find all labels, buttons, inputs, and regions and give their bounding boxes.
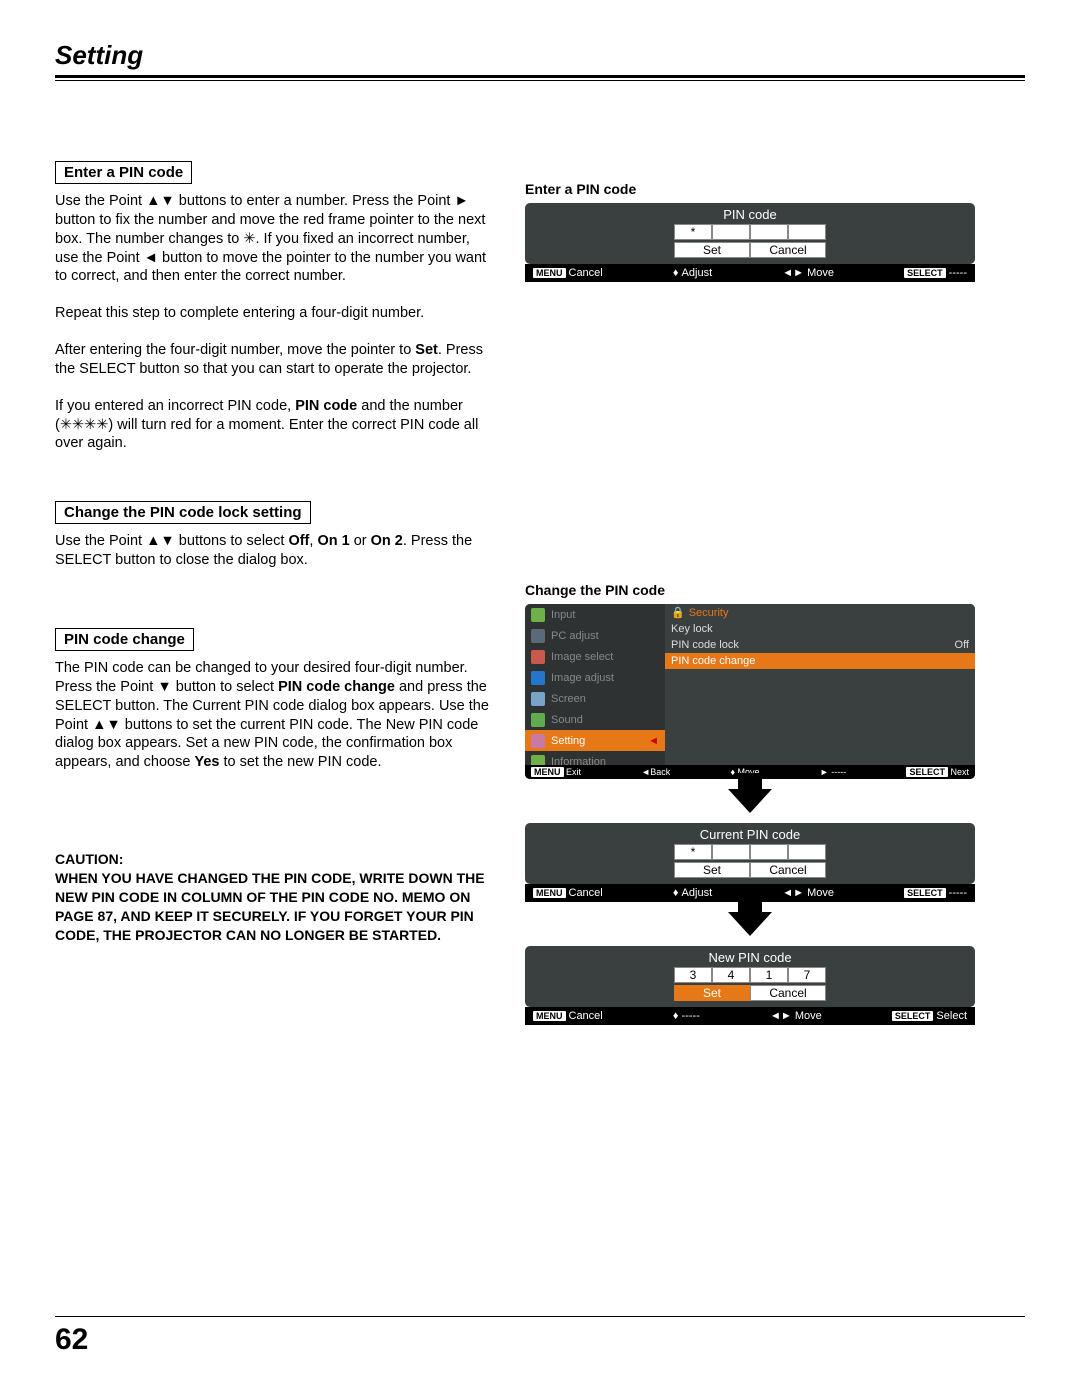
pin-cell[interactable]: 3 — [674, 967, 712, 983]
menu-item-label: Image adjust — [551, 672, 614, 684]
pin-cell[interactable] — [712, 224, 750, 240]
set-button[interactable]: Set — [674, 242, 750, 258]
caution-label: CAUTION: — [55, 850, 495, 869]
menu-item-sound[interactable]: Sound — [525, 709, 665, 730]
cancel-button[interactable]: Cancel — [750, 242, 826, 258]
section-pin-change: PIN code change — [55, 628, 194, 651]
menu-item-label: Sound — [551, 714, 583, 726]
pin3-hints: MENU Cancel ♦ ----- ◄► Move SELECT Selec… — [525, 1007, 975, 1025]
move-hint: ◄► Move — [782, 267, 834, 279]
page-number: 62 — [55, 1323, 1025, 1357]
menu-tag: MENU — [533, 268, 566, 278]
s1-p3: After entering the four-digit number, mo… — [55, 341, 495, 379]
osd-pin-new: New PIN code 3 4 1 7 Set Cancel — [525, 946, 975, 1007]
pin-cell[interactable] — [788, 844, 826, 860]
page-footer: 62 — [55, 1316, 1025, 1357]
pin-cell[interactable]: * — [674, 224, 712, 240]
s2-p1: Use the Point ▲▼ buttons to select Off, … — [55, 532, 495, 570]
menu-right-panel: 🔒 Security Key lockPIN code lockOffPIN c… — [665, 604, 975, 779]
menu-security-header: 🔒 Security — [665, 604, 975, 621]
cancel-button[interactable]: Cancel — [750, 985, 826, 1001]
pin1-hints: MENU Cancel ♦ Adjust ◄► Move SELECT ----… — [525, 264, 975, 282]
pin-cell[interactable] — [712, 844, 750, 860]
s1-p4: If you entered an incorrect PIN code, PI… — [55, 397, 495, 454]
menu-icon — [531, 671, 545, 685]
pin-cell[interactable]: 1 — [750, 967, 788, 983]
pin-cell[interactable]: 4 — [712, 967, 750, 983]
osd-pin-current: Current PIN code * Set Cancel — [525, 823, 975, 884]
pin-cell[interactable] — [788, 224, 826, 240]
menu-right-row[interactable]: PIN code change — [665, 653, 975, 669]
menu-icon — [531, 734, 545, 748]
right-column: Enter a PIN code PIN code * Set Cancel M… — [525, 161, 975, 1025]
pin1-buttons: Set Cancel — [525, 242, 975, 264]
select-tag: SELECT — [904, 268, 946, 278]
menu-icon — [531, 650, 545, 664]
page-header: Setting — [55, 40, 1025, 78]
menu-item-screen[interactable]: Screen — [525, 688, 665, 709]
section-change-lock: Change the PIN code lock setting — [55, 501, 311, 524]
pin-cell[interactable]: * — [674, 844, 712, 860]
menu-item-pc-adjust[interactable]: PC adjust — [525, 625, 665, 646]
menu-icon — [531, 713, 545, 727]
content-area: Enter a PIN code Use the Point ▲▼ button… — [55, 161, 1025, 1025]
caution-text: WHEN YOU HAVE CHANGED THE PIN CODE, WRIT… — [55, 869, 495, 945]
right-label-2: Change the PIN code — [525, 582, 975, 598]
menu-icon — [531, 629, 545, 643]
pin1-cells: * — [525, 224, 975, 242]
menu-item-input[interactable]: Input — [525, 604, 665, 625]
menu-item-setting[interactable]: Setting ◄ — [525, 730, 665, 751]
pin1-title: PIN code — [525, 203, 975, 224]
arrow-down-icon — [728, 912, 772, 936]
menu-right-row[interactable]: Key lock — [665, 621, 975, 637]
menu-item-image-select[interactable]: Image select — [525, 646, 665, 667]
set-button[interactable]: Set — [674, 985, 750, 1001]
menu-right-row[interactable]: PIN code lockOff — [665, 637, 975, 653]
page-title: Setting — [55, 40, 1025, 71]
pin-cell[interactable] — [750, 844, 788, 860]
set-button[interactable]: Set — [674, 862, 750, 878]
active-arrow-icon: ◄ — [648, 735, 659, 747]
s3-p1: The PIN code can be changed to your desi… — [55, 659, 495, 772]
osd-pin-enter: PIN code * Set Cancel — [525, 203, 975, 264]
menu-item-label: Input — [551, 609, 575, 621]
section-enter-pin: Enter a PIN code — [55, 161, 192, 184]
menu-item-label: Screen — [551, 693, 586, 705]
s1-p2: Repeat this step to complete entering a … — [55, 304, 495, 323]
adjust-hint: ♦ Adjust — [673, 267, 712, 279]
menu-left-list: Input PC adjust Image select Image adjust Sc… — [525, 604, 665, 779]
osd-menu: Input PC adjust Image select Image adjust Sc… — [525, 604, 975, 779]
menu-item-label: Setting — [551, 735, 585, 747]
header-rule — [55, 80, 1025, 81]
menu-icon — [531, 608, 545, 622]
arrow-down-icon — [728, 789, 772, 813]
menu-item-image-adjust[interactable]: Image adjust — [525, 667, 665, 688]
menu-icon — [531, 692, 545, 706]
s1-p1: Use the Point ▲▼ buttons to enter a numb… — [55, 192, 495, 286]
pin-cell[interactable] — [750, 224, 788, 240]
pin2-title: Current PIN code — [525, 823, 975, 844]
pin-cell[interactable]: 7 — [788, 967, 826, 983]
pin3-title: New PIN code — [525, 946, 975, 967]
left-column: Enter a PIN code Use the Point ▲▼ button… — [55, 161, 495, 1025]
cancel-button[interactable]: Cancel — [750, 862, 826, 878]
menu-item-label: PC adjust — [551, 630, 599, 642]
right-label-1: Enter a PIN code — [525, 181, 975, 197]
menu-item-label: Image select — [551, 651, 613, 663]
